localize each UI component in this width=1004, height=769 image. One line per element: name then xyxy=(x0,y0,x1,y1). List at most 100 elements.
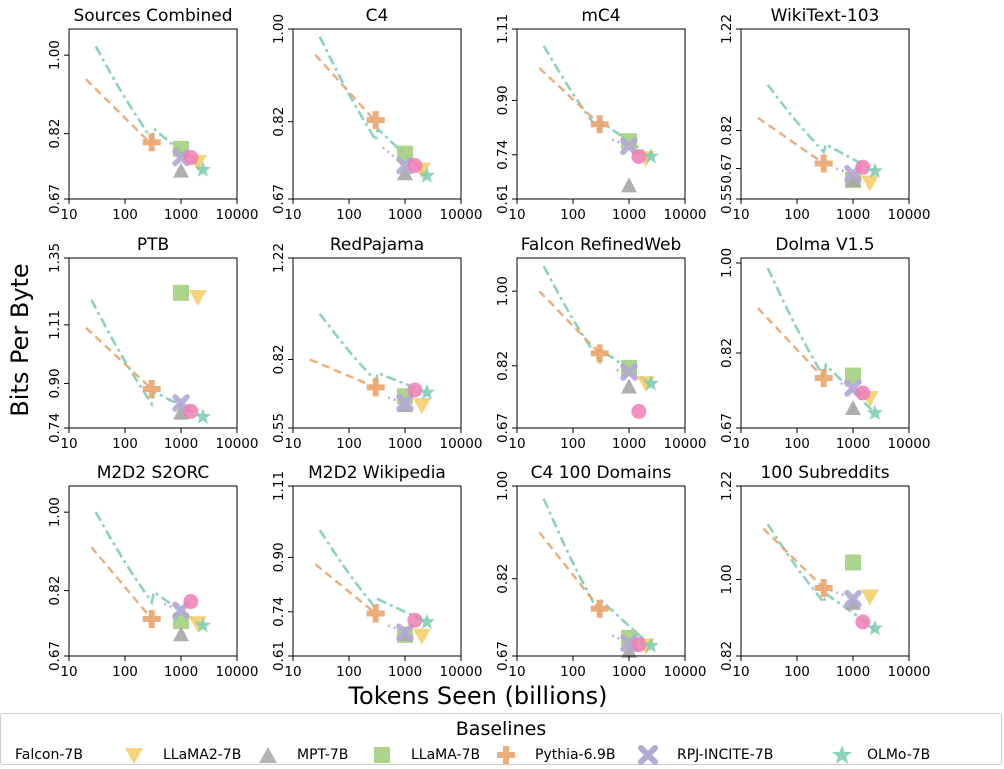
point-llama2-7b xyxy=(412,628,431,645)
y-tick-label: 0.67 xyxy=(47,641,63,671)
axes-frame xyxy=(292,28,462,200)
x-tick-label: 100 xyxy=(784,664,810,680)
subplot-title: C4 xyxy=(366,6,389,26)
point-pythia-6-9b xyxy=(366,111,385,130)
curve-olmo-7b xyxy=(94,511,204,627)
point-pythia-6-9b xyxy=(590,599,609,618)
subplot-title: 100 Subreddits xyxy=(760,463,889,483)
y-tick-label: 0.61 xyxy=(271,641,287,671)
subplot-redpajama: RedPajama 10 100 1000 10000 0.55 0.82 1.22 xyxy=(271,235,482,452)
y-tick-label: 0.82 xyxy=(719,115,735,145)
x-tick-label: 1000 xyxy=(836,436,870,452)
axes-frame xyxy=(516,257,686,429)
point-pythia-6-9b xyxy=(142,379,161,398)
point-llama2-7b xyxy=(860,175,879,192)
point-falcon-7b xyxy=(407,612,423,628)
axes-frame xyxy=(68,257,238,429)
subplot-wikitext-103: WikiText-103 10 100 1000 10000 0.550.67 0.82 1.… xyxy=(719,6,930,223)
subplot-ptb: PTB 10 100 1000 10000 0.74 0.90 1.11 1.35 xyxy=(47,235,258,452)
legend-item-mpt: MPT-7B xyxy=(257,744,348,766)
subplot-m2d2-wikipedia: M2D2 Wikipedia 10 100 1000 10000 0.61 0.74 0.90… xyxy=(271,463,482,680)
point-olmo-7b xyxy=(866,162,883,178)
subplot-mc4: mC4 10 100 1000 10000 0.61 0.74 0.90 1.11 xyxy=(495,6,706,223)
x-tick-label: 1000 xyxy=(164,436,198,452)
x-tick-label: 100 xyxy=(112,207,138,223)
legend-item-rpj: RPJ-INCITE-7B xyxy=(637,744,773,766)
point-mpt-7b xyxy=(173,626,189,642)
point-olmo-7b xyxy=(418,613,435,629)
point-olmo-7b xyxy=(642,637,659,653)
y-tick-label: 0.74 xyxy=(271,597,287,627)
legend-label: Falcon-7B xyxy=(15,747,83,763)
curve-pythia-6-9b xyxy=(314,563,377,615)
curve-pythia-6-9b xyxy=(538,531,601,610)
x-tick-label: 1000 xyxy=(164,664,198,680)
y-tick-label: 0.82 xyxy=(47,119,63,149)
point-pythia-6-9b xyxy=(590,344,609,363)
point-olmo-7b xyxy=(194,161,211,177)
curve-pythia-6-9b xyxy=(538,290,601,355)
point-falcon-7b xyxy=(631,403,647,419)
x-tick-label: 10 xyxy=(732,207,749,223)
y-tick-label: 0.82 xyxy=(47,576,63,606)
point-pythia-6-9b xyxy=(366,378,385,397)
legend-item-llama: LLaMA-7B xyxy=(371,744,480,766)
subplot-title: Dolma V1.5 xyxy=(775,235,874,255)
subplot-title: WikiText-103 xyxy=(771,6,880,26)
y-tick-label: 0.67 xyxy=(719,154,735,184)
curve-pythia-6-9b xyxy=(309,358,377,389)
y-tick-label: 0.74 xyxy=(495,140,511,170)
y-tick-label: 1.00 xyxy=(495,471,511,501)
y-tick-label: 0.67 xyxy=(719,413,735,443)
curve-olmo-7b xyxy=(766,267,876,414)
axes-frame xyxy=(292,485,462,657)
point-olmo-7b xyxy=(418,384,435,400)
x-tick-label: 1000 xyxy=(836,664,870,680)
curve-pythia-6-9b xyxy=(85,326,153,390)
axes-frame xyxy=(68,485,238,657)
point-pythia-6-9b xyxy=(366,604,385,623)
x-tick-label: 10000 xyxy=(440,207,483,223)
x-tick-label: 10000 xyxy=(216,436,259,452)
point-mpt-7b xyxy=(845,171,861,187)
x-tick-label: 100 xyxy=(336,207,362,223)
point-mpt-7b xyxy=(621,378,637,394)
axes-frame xyxy=(516,485,686,657)
subplot-title: mC4 xyxy=(581,6,620,26)
point-olmo-7b xyxy=(866,404,883,420)
y-tick-label: 1.11 xyxy=(47,310,63,340)
y-tick-label: 1.22 xyxy=(719,471,735,501)
star-icon xyxy=(832,745,852,764)
x-tick-label: 10 xyxy=(60,664,77,680)
point-olmo-7b xyxy=(418,167,435,183)
point-mpt-7b xyxy=(845,400,861,415)
point-pythia-6-9b xyxy=(142,133,161,152)
y-tick-label: 0.82 xyxy=(495,564,511,594)
figure-canvas: Bits Per Byte Tokens Seen (billions) Sou… xyxy=(6,6,931,710)
y-tick-label: 0.90 xyxy=(495,85,511,115)
x-tick-label: 10 xyxy=(284,436,301,452)
curve-pythia-6-9b xyxy=(90,546,153,620)
y-tick-label: 0.82 xyxy=(719,641,735,671)
axes-frame xyxy=(292,257,462,429)
y-tick-label: 1.22 xyxy=(271,243,287,273)
point-llama2-7b xyxy=(188,290,207,307)
point-mpt-7b xyxy=(173,162,189,178)
y-tick-label: 1.22 xyxy=(719,14,735,44)
y-tick-label: 1.11 xyxy=(495,14,511,44)
x-tick-label: 1000 xyxy=(388,207,422,223)
y-tick-label: 0.90 xyxy=(47,368,63,398)
subplot-sources-combined: Sources Combined 10 100 1000 10000 0.67 0.82 1.… xyxy=(47,6,258,223)
x-tick-label: 10 xyxy=(60,436,77,452)
x-tick-label: 10000 xyxy=(888,436,931,452)
y-tick-label: 0.82 xyxy=(719,338,735,368)
y-tick-label: 0.67 xyxy=(47,184,63,214)
x-tick-label: 1000 xyxy=(612,436,646,452)
point-llama-7b xyxy=(845,554,861,571)
legend-item-falcon: Falcon-7B xyxy=(15,744,83,766)
x-tick-label: 100 xyxy=(784,436,810,452)
point-pythia-6-9b xyxy=(590,115,609,134)
x-tick-label: 1000 xyxy=(164,207,198,223)
y-tick-label: 0.67 xyxy=(495,413,511,443)
x-tick-label: 100 xyxy=(784,207,810,223)
